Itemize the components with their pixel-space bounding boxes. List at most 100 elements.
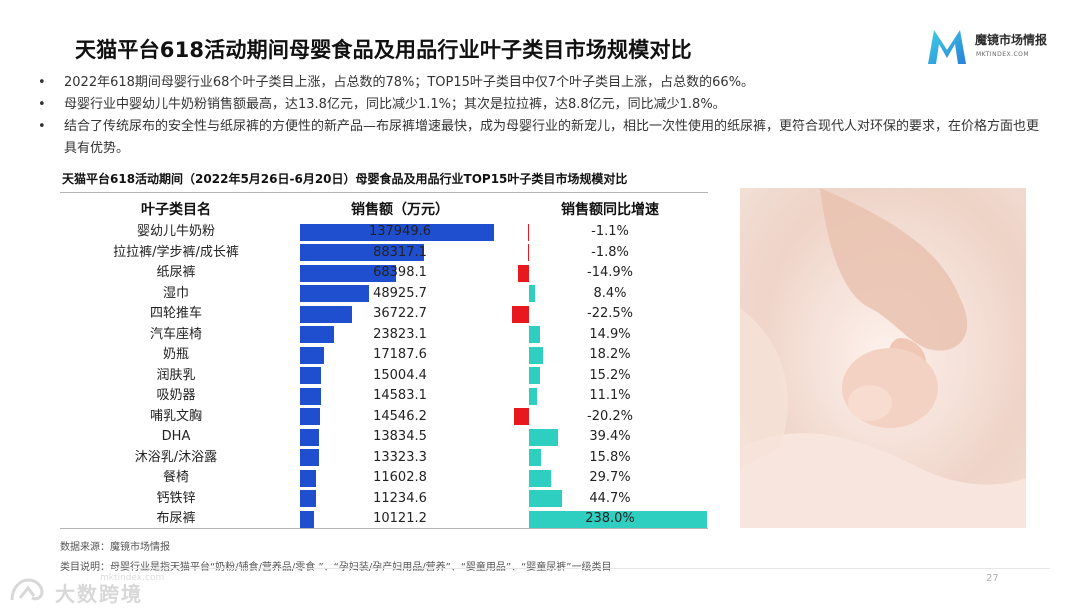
table-cell-sales: 137949.6 bbox=[368, 224, 432, 239]
table-cell-sales: 10121.2 bbox=[373, 511, 427, 526]
growth-bar-positive bbox=[529, 387, 538, 405]
table-cell-growth: 44.7% bbox=[589, 490, 631, 506]
sales-bar bbox=[300, 408, 321, 425]
table-cell-category: 布尿裤 bbox=[156, 511, 196, 526]
sales-bar bbox=[300, 510, 315, 528]
header-sales: 销售额（万元） bbox=[351, 202, 449, 218]
header-growth: 销售额同比增速 bbox=[561, 202, 659, 218]
growth-bar-positive bbox=[529, 428, 559, 446]
photo-illustration bbox=[740, 188, 1026, 528]
table-cell-growth: 11.1% bbox=[589, 388, 631, 403]
table-cell-category: 餐椅 bbox=[162, 470, 189, 485]
sales-bar bbox=[300, 490, 316, 507]
bullet-item: • 母婴行业中婴幼儿牛奶粉销售额最高，达13.8亿元，同比减少1.1%；其次是拉… bbox=[38, 94, 1048, 116]
sales-bar bbox=[300, 326, 334, 343]
table-cell-growth: -1.8% bbox=[591, 244, 629, 260]
growth-bar-positive bbox=[529, 346, 543, 364]
baby-hand-photo bbox=[740, 188, 1026, 528]
data-source-note: 数据来源：魔镜市场情报 bbox=[60, 542, 170, 553]
bullet-item: • 2022年618期间母婴行业68个叶子类目上涨，占总数的78%；TOP15叶… bbox=[38, 72, 1048, 94]
growth-bar-positive bbox=[529, 449, 541, 466]
bullet-dot: • bbox=[38, 75, 46, 90]
table-cell-sales: 11234.6 bbox=[373, 490, 427, 506]
table-cell-sales: 15004.4 bbox=[373, 367, 427, 383]
table-bottom-rule bbox=[60, 528, 708, 529]
table-cell-growth: 15.2% bbox=[589, 367, 631, 383]
table-cell-growth: -14.9% bbox=[587, 265, 633, 280]
table-cell-sales: 48925.7 bbox=[373, 285, 427, 301]
growth-bar-negative bbox=[513, 408, 529, 425]
table-cell-category: 沐浴乳/沐浴露 bbox=[134, 449, 218, 465]
sales-bar bbox=[300, 264, 397, 282]
logo-name-cn: 魔镜市场情报 bbox=[975, 33, 1048, 47]
growth-bar-positive bbox=[529, 510, 707, 528]
sales-bar bbox=[300, 428, 320, 446]
page-number: 27 bbox=[986, 573, 999, 584]
table-cell-sales: 14546.2 bbox=[373, 408, 427, 424]
page-title: 天猫平台618活动期间母婴食品及用品行业叶子类目市场规模对比 bbox=[75, 38, 692, 62]
table-cell-sales: 88317.1 bbox=[373, 244, 427, 260]
bullet-text: 母婴行业中婴幼儿牛奶粉销售额最高，达13.8亿元，同比减少1.1%；其次是拉拉裤… bbox=[64, 97, 726, 112]
sales-bar bbox=[300, 244, 425, 261]
table-cell-category: 纸尿裤 bbox=[156, 265, 196, 280]
table-cell-growth: 29.7% bbox=[589, 470, 631, 485]
table-cell-sales: 13323.3 bbox=[373, 449, 427, 465]
category-explanation-note: 类目说明：母婴行业是指天猫平台“奶粉/辅食/营养品/零食 ”、“孕妇装/孕产妇用… bbox=[60, 558, 611, 573]
watermark-logo-icon bbox=[10, 578, 44, 601]
growth-bar-positive bbox=[529, 469, 552, 487]
table-cell-category: 湿巾 bbox=[162, 285, 189, 301]
table-cell-growth: -1.1% bbox=[591, 224, 629, 239]
sales-bar bbox=[300, 449, 319, 466]
bullet-item: • 结合了传统尿布的安全性与纸尿裤的方便性的新产品—布尿裤增速最快，成为母婴行业… bbox=[38, 116, 1048, 160]
table-cell-category: 哺乳文胸 bbox=[149, 408, 202, 424]
table-cell-category: 拉拉裤/学步裤/成长裤 bbox=[113, 244, 239, 260]
sales-bar bbox=[300, 346, 325, 364]
table-cell-growth: 39.4% bbox=[589, 429, 631, 444]
watermark-text: 大数跨境 bbox=[55, 582, 143, 606]
table-title: 天猫平台618活动期间（2022年5月26日-6月20日）母婴食品及用品行业TO… bbox=[62, 172, 628, 186]
footer-divider bbox=[115, 568, 1050, 569]
table-cell-sales: 68398.1 bbox=[373, 265, 427, 280]
header-name: 叶子类目名 bbox=[141, 202, 211, 218]
growth-bar-positive bbox=[529, 367, 541, 384]
table-cell-growth: 14.9% bbox=[589, 326, 631, 342]
watermark-small-text: mktindex.com bbox=[100, 573, 165, 583]
growth-bar-negative bbox=[527, 223, 529, 241]
table-cell-sales: 14583.1 bbox=[373, 388, 427, 403]
sales-bar bbox=[300, 305, 352, 323]
sales-bar bbox=[300, 469, 317, 487]
table-cell-growth: 8.4% bbox=[593, 285, 627, 301]
growth-bar-positive bbox=[529, 490, 563, 507]
brand-logo: 魔镜市场情报 MKTINDEX.COM bbox=[925, 26, 1065, 70]
table-cell-sales: 36722.7 bbox=[373, 306, 427, 321]
table-top-rule bbox=[60, 192, 708, 193]
table-cell-sales: 11602.8 bbox=[373, 470, 427, 485]
growth-bar-positive bbox=[529, 285, 536, 302]
table-cell-category: 润肤乳 bbox=[156, 367, 196, 383]
table-cell-sales: 17187.6 bbox=[373, 347, 427, 362]
table-cell-category: 婴幼儿牛奶粉 bbox=[136, 224, 215, 239]
summary-bullets: • 2022年618期间母婴行业68个叶子类目上涨，占总数的78%；TOP15叶… bbox=[38, 72, 1048, 160]
sales-bar bbox=[300, 387, 321, 405]
logo-m-icon bbox=[928, 30, 966, 64]
bullet-dot: • bbox=[38, 97, 46, 112]
bullet-dot: • bbox=[38, 119, 46, 134]
bullet-text: 结合了传统尿布的安全性与纸尿裤的方便性的新产品—布尿裤增速最快，成为母婴行业的新… bbox=[64, 119, 1040, 156]
table-cell-category: 四轮推车 bbox=[149, 306, 202, 321]
table-cell-sales: 23823.1 bbox=[373, 326, 427, 342]
growth-bar-positive bbox=[529, 326, 541, 343]
bullet-text: 2022年618期间母婴行业68个叶子类目上涨，占总数的78%；TOP15叶子类… bbox=[64, 75, 755, 90]
table-cell-sales: 13834.5 bbox=[373, 429, 427, 444]
logo-name-en: MKTINDEX.COM bbox=[976, 51, 1030, 58]
growth-bar-negative bbox=[527, 244, 529, 261]
table-cell-category: 奶瓶 bbox=[162, 347, 189, 362]
table-cell-growth: -20.2% bbox=[587, 408, 633, 424]
table-cell-category: 钙铁锌 bbox=[156, 490, 196, 506]
table-cell-growth: -22.5% bbox=[587, 306, 633, 321]
table-cell-category: 汽车座椅 bbox=[149, 326, 202, 342]
sales-bar bbox=[300, 285, 369, 302]
sales-bar bbox=[300, 223, 494, 241]
table-cell-growth: 15.8% bbox=[589, 449, 631, 465]
table-cell-category: DHA bbox=[161, 429, 191, 444]
table-cell-category: 吸奶器 bbox=[156, 388, 196, 403]
